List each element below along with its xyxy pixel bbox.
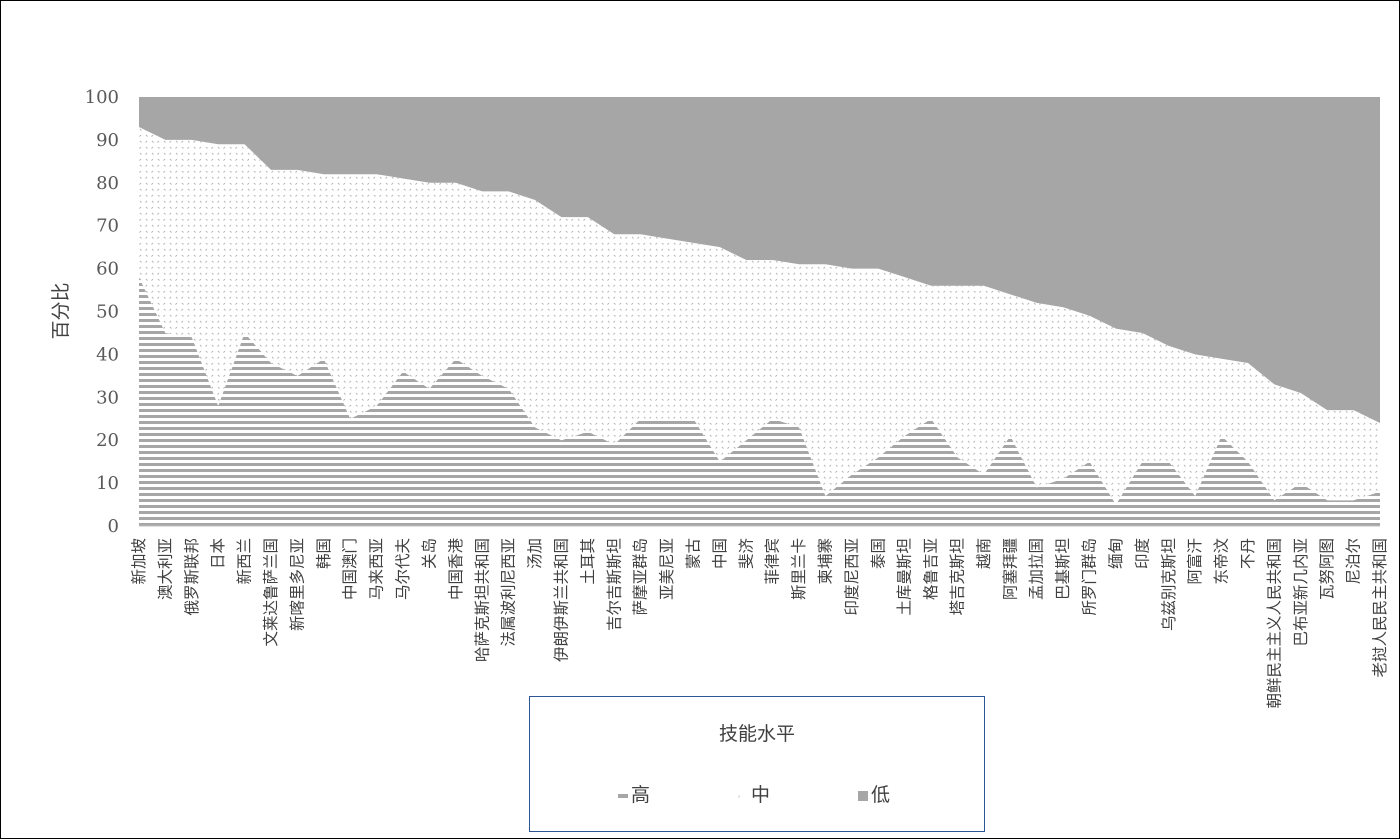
y-tick-label: 40 <box>96 344 119 365</box>
x-tick-label: 文莱达鲁萨兰国 <box>262 538 280 647</box>
x-tick-label: 朝鲜民主主义人民共和国 <box>1265 538 1283 709</box>
x-tick-label: 中国 <box>711 538 729 569</box>
x-tick-label: 新加坡 <box>130 538 148 585</box>
x-tick-label: 法属波利尼西亚 <box>500 538 518 647</box>
x-tick-label: 俄罗斯联邦 <box>183 538 201 616</box>
y-tick-label: 50 <box>96 302 119 323</box>
legend-title: 技能水平 <box>718 723 795 745</box>
x-tick-label: 新西兰 <box>236 538 254 585</box>
y-tick-label: 90 <box>96 130 119 151</box>
y-axis: 0 10 20 30 40 50 60 70 80 90 100 <box>85 87 119 537</box>
x-tick-label: 哈萨克斯坦共和国 <box>473 538 491 662</box>
x-tick-label: 巴基斯坦 <box>1054 538 1072 600</box>
x-tick-label: 乌兹别克斯坦 <box>1160 538 1178 631</box>
x-tick-label: 亚美尼亚 <box>658 538 676 600</box>
y-tick-label: 70 <box>96 216 119 237</box>
x-tick-label: 尼泊尔 <box>1345 538 1363 585</box>
area-series-high <box>139 277 1380 526</box>
y-tick-label: 100 <box>85 87 119 108</box>
y-axis-label: 百分比 <box>50 282 72 339</box>
y-tick-label: 10 <box>96 473 119 494</box>
legend-swatch-mid: ⸴ <box>738 791 741 801</box>
x-tick-label: 柬埔寨 <box>817 538 835 585</box>
legend-label-low: 低 <box>871 784 891 806</box>
x-tick-label: 印度尼西亚 <box>843 538 861 616</box>
x-tick-label: 孟加拉国 <box>1028 538 1046 600</box>
legend-swatch-low <box>858 791 868 801</box>
y-tick-label: 0 <box>108 516 119 537</box>
x-tick-label: 日本 <box>209 538 227 569</box>
x-tick-label: 老挝人民民主共和国 <box>1371 538 1389 678</box>
x-tick-label: 所罗门群岛 <box>1081 538 1099 616</box>
x-tick-label: 格鲁吉亚 <box>922 538 940 600</box>
y-tick-label: 20 <box>96 430 119 451</box>
x-tick-label: 马来西亚 <box>368 538 386 600</box>
x-tick-label: 巴布亚新几内亚 <box>1292 538 1310 647</box>
x-tick-label: 关岛 <box>420 538 438 569</box>
x-tick-label: 塔吉克斯坦 <box>949 538 967 616</box>
x-tick-label: 斯里兰卡 <box>790 538 808 600</box>
x-tick-label: 瓦努阿图 <box>1318 538 1336 600</box>
legend-swatch-high <box>618 794 628 798</box>
x-tick-label: 阿富汗 <box>1186 538 1204 585</box>
legend-label-high: 高 <box>631 784 651 806</box>
x-tick-label: 蒙古 <box>684 538 702 569</box>
x-tick-label: 越南 <box>975 538 993 569</box>
legend-label-mid: 中 <box>751 784 771 806</box>
x-tick-label: 印度 <box>1133 538 1151 569</box>
x-tick-label: 中国香港 <box>447 538 465 601</box>
legend-item-low: 低 <box>858 780 890 807</box>
x-tick-label: 汤加 <box>526 538 544 569</box>
legend: 技能水平 高 ⸴ 中 低 <box>529 696 985 832</box>
x-tick-label: 中国澳门 <box>341 538 359 600</box>
y-tick-label: 80 <box>96 173 119 194</box>
x-tick-label: 土库曼斯坦 <box>896 538 914 616</box>
x-tick-label: 不丹 <box>1239 538 1257 569</box>
x-tick-label: 东帝汶 <box>1213 538 1231 585</box>
y-tick-label: 60 <box>96 259 119 280</box>
area-series-mid <box>139 127 1380 505</box>
x-tick-label: 韩国 <box>315 538 333 569</box>
x-tick-label: 萨摩亚群岛 <box>632 538 650 616</box>
x-tick-label: 泰国 <box>869 538 887 569</box>
plot-area <box>139 97 1380 526</box>
x-tick-label: 斐济 <box>737 538 755 570</box>
x-tick-label: 新喀里多尼亚 <box>288 538 306 631</box>
legend-item-mid: ⸴ 中 <box>738 780 770 807</box>
x-tick-label: 吉尔吉斯斯坦 <box>605 538 623 631</box>
x-tick-label: 阿塞拜疆 <box>1001 538 1019 600</box>
legend-item-high: 高 <box>618 780 650 807</box>
area-series-low <box>139 97 1380 424</box>
x-tick-label: 伊朗伊斯兰共和国 <box>552 538 570 662</box>
y-tick-label: 30 <box>96 387 119 408</box>
x-tick-label: 土耳其 <box>579 538 597 585</box>
x-axis: 新加坡 澳大利亚 俄罗斯联邦 日本 新西兰 文莱达鲁萨兰国 新喀里多尼亚 韩国 中国澳门 马来西亚… <box>130 525 1389 709</box>
x-tick-label: 缅甸 <box>1107 538 1125 569</box>
x-tick-label: 澳大利亚 <box>156 538 174 600</box>
x-tick-label: 马尔代夫 <box>394 538 412 600</box>
x-tick-label: 菲律宾 <box>764 538 782 585</box>
